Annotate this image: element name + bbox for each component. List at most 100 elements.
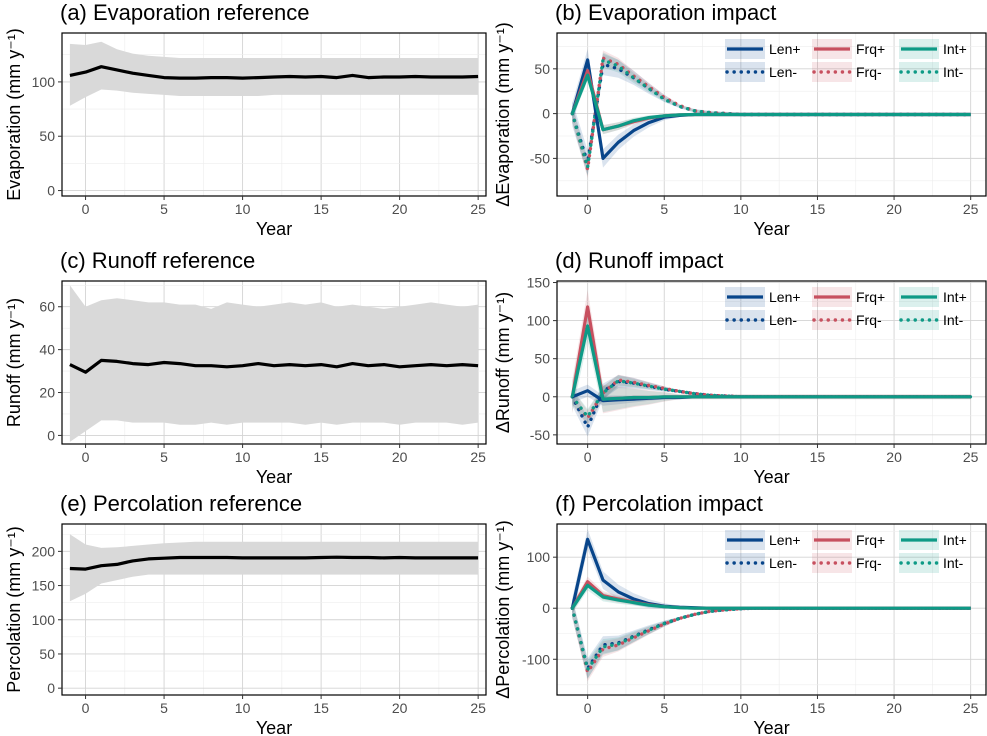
x-tick-label: 25	[963, 449, 979, 465]
y-tick-label: 0	[47, 183, 55, 199]
plot-frame	[556, 280, 987, 445]
panel-f: 0 5 10 15 20 25 -100 0 100 (f) Percolation impact…	[493, 491, 987, 736]
legend-b: Len+ Frq+ Int+ Len- Frq- Int-	[725, 39, 967, 82]
legend-label: Frq+	[856, 289, 885, 305]
series-line-int-plus	[570, 73, 971, 132]
legend-key-background	[899, 62, 939, 82]
legend-label: Int-	[943, 312, 964, 328]
legend-label: Frq-	[856, 312, 882, 328]
panel-d: 0 5 10 15 20 25 -50 0 50 100 150(d) Runoff impact Y…	[493, 248, 987, 487]
legend-label: Len+	[769, 41, 801, 57]
legend-key-background	[725, 62, 765, 82]
x-tick-label: 15	[313, 449, 329, 465]
y-tick-label: -50	[530, 150, 550, 166]
legend-label: Int-	[943, 555, 964, 571]
y-axis-title: ΔPercolation (mm y⁻¹)	[493, 520, 513, 699]
legend-label: Frq-	[856, 555, 882, 571]
legend-d: Len+ Frq+ Int+ Len- Frq- Int-	[725, 287, 967, 330]
y-tick-label: -50	[530, 427, 550, 443]
panel-title: (e) Percolation reference	[60, 491, 302, 516]
x-tick-label: 0	[82, 201, 90, 217]
x-tick-label: 0	[584, 201, 592, 217]
x-axis-title: Year	[256, 219, 292, 239]
x-tick-label: 20	[392, 201, 408, 217]
x-tick-label: 15	[810, 700, 826, 716]
panel-title: (d) Runoff impact	[555, 248, 723, 273]
x-tick-label: 10	[733, 449, 749, 465]
reference-line	[69, 65, 479, 80]
x-tick-label: 0	[82, 449, 90, 465]
legend-label: Len-	[769, 64, 797, 80]
y-tick-label: 50	[39, 646, 55, 662]
x-tick-label: 0	[584, 700, 592, 716]
x-tick-label: 5	[660, 449, 668, 465]
legend-label: Frq-	[856, 64, 882, 80]
x-tick-label: 20	[886, 700, 902, 716]
y-tick-label: 100	[527, 313, 551, 329]
x-tick-label: 20	[392, 449, 408, 465]
x-tick-label: 25	[470, 449, 486, 465]
panel-title: (c) Runoff reference	[60, 248, 255, 273]
x-tick-label: 10	[235, 201, 251, 217]
y-tick-label: 150	[32, 578, 56, 594]
x-tick-label: 0	[82, 700, 90, 716]
x-tick-label: 5	[660, 700, 668, 716]
y-axis-title: Percolation (mm y⁻¹)	[4, 526, 24, 693]
series-line-int-minus	[570, 606, 973, 672]
x-tick-label: 15	[810, 201, 826, 217]
x-axis-title: Year	[753, 467, 789, 487]
x-tick-label: 10	[733, 700, 749, 716]
y-axis-title: ΔRunoff (mm y⁻¹)	[493, 292, 513, 433]
y-tick-label: 50	[534, 61, 550, 77]
y-tick-label: 0	[47, 680, 55, 696]
uncertainty-band	[69, 285, 479, 442]
reference-line	[69, 358, 479, 374]
plot-area-b	[570, 49, 973, 179]
y-axis-title: Runoff (mm y⁻¹)	[4, 298, 24, 427]
y-axis-title: Evaporation (mm y⁻¹)	[4, 28, 24, 201]
x-tick-label: 10	[733, 201, 749, 217]
band-int-plus	[572, 310, 971, 413]
y-tick-label: 0	[542, 389, 550, 405]
legend-key-background	[899, 553, 939, 573]
panel-title: (b) Evaporation impact	[555, 0, 776, 25]
x-axis-title: Year	[256, 718, 292, 736]
legend-key-background	[812, 62, 852, 82]
x-tick-label: 10	[235, 700, 251, 716]
legend-label: Len-	[769, 555, 797, 571]
band-frq-minus	[572, 374, 971, 426]
x-tick-label: 5	[660, 201, 668, 217]
legend-key-background	[812, 553, 852, 573]
plot-frame	[556, 523, 987, 696]
legend-key-background	[725, 553, 765, 573]
reference-line	[69, 555, 479, 571]
legend-label: Int+	[943, 532, 967, 548]
legend-label: Int+	[943, 289, 967, 305]
panel-title: (f) Percolation impact	[555, 491, 763, 516]
legend-label: Len+	[769, 532, 801, 548]
plot-frame	[556, 32, 987, 197]
panel-a: 0 5 10 15 20 25 0 50 100 (a) Evaporation referenc…	[4, 0, 487, 239]
y-tick-label: 40	[39, 342, 55, 358]
x-axis-title: Year	[753, 718, 789, 736]
series-line-int-plus	[570, 324, 971, 401]
plot-frame	[61, 280, 487, 445]
y-tick-label: 20	[39, 385, 55, 401]
plot-frame	[61, 523, 487, 696]
plot-area-a	[69, 41, 479, 106]
uncertainty-band	[69, 41, 479, 106]
y-tick-label: 50	[39, 128, 55, 144]
y-tick-label: 100	[32, 74, 56, 90]
y-tick-label: 100	[32, 612, 56, 628]
y-tick-label: 150	[527, 275, 551, 291]
x-tick-label: 25	[470, 201, 486, 217]
legend-label: Int-	[943, 64, 964, 80]
legend-f: Len+ Frq+ Int+ Len- Frq- Int-	[725, 530, 967, 573]
legend-label: Len+	[769, 289, 801, 305]
y-tick-label: 0	[47, 427, 55, 443]
x-axis-title: Year	[753, 219, 789, 239]
y-axis-title: ΔEvaporation (mm y⁻¹)	[493, 22, 513, 207]
series-line-int-plus	[570, 583, 971, 610]
plot-area-e	[69, 534, 479, 602]
band-len-plus	[572, 49, 971, 168]
